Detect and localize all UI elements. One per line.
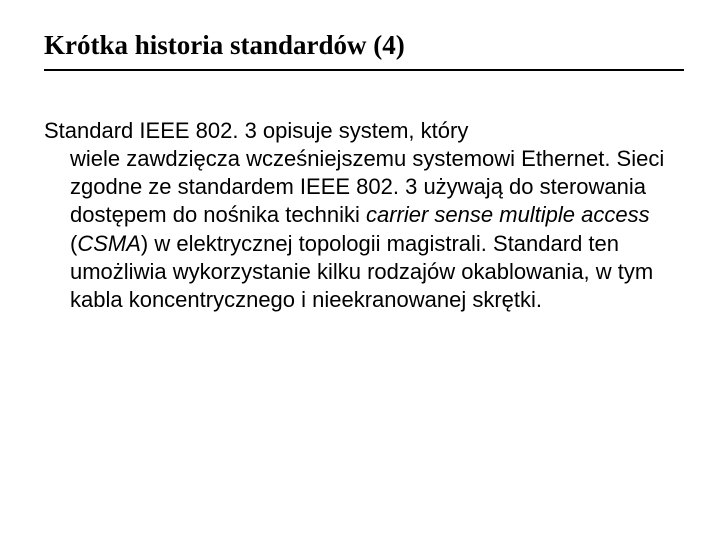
body-indent: wiele zawdzięcza wcześniejszemu systemow… bbox=[44, 145, 676, 314]
slide: Krótka historia standardów (4) Standard … bbox=[0, 0, 720, 540]
body-line1: Standard IEEE 802. 3 opisuje system, któ… bbox=[44, 118, 468, 143]
body-italic-1: carrier sense multiple access bbox=[366, 202, 650, 227]
body-italic-2: CSMA bbox=[77, 231, 141, 256]
divider bbox=[44, 69, 684, 71]
body-post: ) w elektrycznej topologii magistrali. S… bbox=[70, 231, 653, 312]
body-paragraph: Standard IEEE 802. 3 opisuje system, któ… bbox=[44, 117, 676, 314]
title-row: Krótka historia standardów (4) bbox=[44, 30, 676, 61]
slide-title: Krótka historia standardów (4) bbox=[44, 30, 405, 61]
